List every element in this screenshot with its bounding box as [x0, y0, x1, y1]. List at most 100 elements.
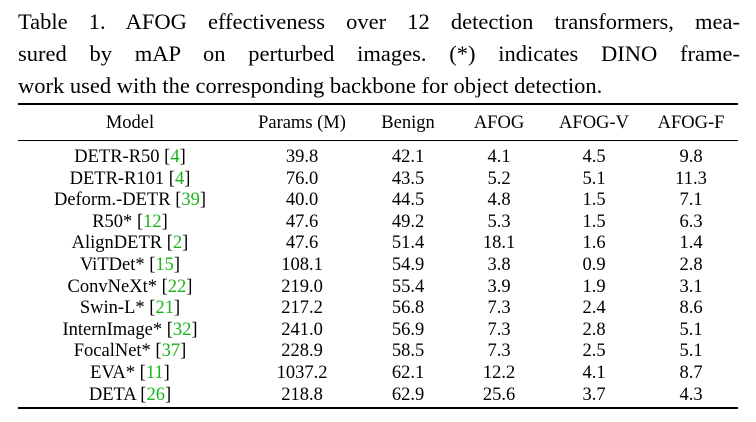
table-caption: Table 1. AFOG effectiveness over 12 dete…: [18, 6, 740, 102]
table-bottom-rule: [18, 407, 738, 409]
afog-f-cell: 11.3: [675, 168, 707, 189]
params-cell: 76.0: [285, 168, 319, 189]
benign-cell: 58.5: [391, 341, 425, 362]
afog-cell: 18.1: [482, 233, 516, 254]
table-row: InternImage* [32] 241.0 56.9 7.3 2.8 5.1: [18, 320, 738, 342]
benign-cell: 56.8: [391, 298, 425, 319]
params-cell: 1037.2: [276, 362, 328, 383]
model-cell: ViTDet* [15]: [79, 254, 181, 275]
afog-f-cell: 8.7: [679, 362, 703, 383]
table-row: R50* [12] 47.6 49.2 5.3 1.5 6.3: [18, 212, 738, 234]
results-table: Model Params (M) Benign AFOG AFOG-V AFOG…: [18, 106, 738, 406]
afog-cell: 5.2: [487, 168, 511, 189]
model-cell: ConvNeXt* [22]: [67, 276, 193, 297]
citation-link[interactable]: 26: [146, 384, 165, 405]
params-cell: 218.8: [281, 384, 323, 405]
table-header-rule: [18, 140, 738, 141]
model-name: DETA: [88, 384, 136, 405]
table-row: AlignDETR [2] 47.6 51.4 18.1 1.6 1.4: [18, 233, 738, 255]
table-row: DETR-R101 [4] 76.0 43.5 5.2 5.1 11.3: [18, 169, 738, 191]
model-name: DETR-R50: [74, 147, 160, 167]
model-name: ViTDet*: [79, 254, 145, 275]
citation-link[interactable]: 21: [155, 298, 174, 319]
model-name: EVA*: [90, 362, 136, 383]
column-header-afog: AFOG: [473, 112, 525, 133]
model-name: FocalNet*: [73, 341, 151, 362]
afog-v-cell: 4.1: [582, 362, 606, 383]
benign-cell: 56.9: [391, 319, 425, 340]
params-cell: 108.1: [281, 254, 323, 275]
benign-cell: 49.2: [391, 211, 425, 232]
params-cell: 228.9: [281, 341, 323, 362]
citation-link[interactable]: 39: [181, 190, 200, 211]
table-row: FocalNet* [37] 228.9 58.5 7.3 2.5 5.1: [18, 341, 738, 363]
column-header-afog-f: AFOG-F: [657, 112, 725, 133]
model-name: ConvNeXt*: [67, 276, 157, 297]
citation-link[interactable]: 12: [143, 211, 162, 232]
afog-v-cell: 0.9: [582, 254, 606, 275]
afog-f-cell: 5.1: [679, 341, 703, 362]
citation-link[interactable]: 22: [167, 276, 187, 297]
citation-link[interactable]: 37: [161, 341, 181, 362]
citation-link[interactable]: 32: [172, 319, 192, 340]
caption-line: Table 1. AFOG effectiveness over 12 dete…: [18, 9, 740, 34]
model-name: Deform.-DETR: [53, 190, 171, 211]
benign-cell: 44.5: [391, 190, 425, 211]
model-cell: DETR-R50 [4]: [74, 147, 186, 167]
afog-cell: 4.8: [487, 190, 511, 211]
params-cell: 47.6: [285, 211, 319, 232]
model-cell: DETA [26]: [88, 384, 172, 405]
model-cell: Deform.-DETR [39]: [53, 190, 207, 211]
table-header-row: Model Params (M) Benign AFOG AFOG-V AFOG…: [18, 106, 738, 140]
table-row: ViTDet* [15] 108.1 54.9 3.8 0.9 2.8: [18, 255, 738, 277]
model-cell: AlignDETR [2]: [71, 233, 189, 254]
afog-f-cell: 5.1: [679, 319, 703, 340]
model-name: AlignDETR: [71, 233, 163, 254]
afog-v-cell: 1.6: [582, 233, 606, 254]
afog-v-cell: 1.5: [582, 190, 606, 211]
afog-cell: 5.3: [487, 211, 511, 232]
afog-cell: 4.1: [487, 147, 511, 167]
afog-v-cell: 1.9: [582, 276, 606, 297]
citation-link[interactable]: 4: [174, 168, 185, 189]
afog-v-cell: 5.1: [582, 168, 606, 189]
table-row: DETA [26] 218.8 62.9 25.6 3.7 4.3: [18, 385, 738, 407]
table-row: Deform.-DETR [39] 40.0 44.5 4.8 1.5 7.1: [18, 190, 738, 212]
afog-cell: 12.2: [482, 362, 516, 383]
model-name: DETR-R101: [69, 168, 165, 189]
citation-link[interactable]: 4: [170, 147, 180, 167]
afog-cell: 3.9: [487, 276, 511, 297]
model-cell: Swin-L* [21]: [79, 298, 181, 319]
afog-v-cell: 2.8: [582, 319, 606, 340]
benign-cell: 43.5: [391, 168, 425, 189]
params-cell: 40.0: [285, 190, 319, 211]
params-cell: 47.6: [285, 233, 319, 254]
model-cell: InternImage* [32]: [62, 319, 198, 340]
column-header-benign: Benign: [381, 112, 435, 133]
afog-cell: 7.3: [487, 319, 511, 340]
benign-cell: 62.9: [391, 384, 425, 405]
afog-f-cell: 2.8: [679, 254, 703, 275]
caption-line: work used with the corresponding backbon…: [18, 73, 603, 98]
afog-f-cell: 6.3: [679, 211, 703, 232]
benign-cell: 55.4: [391, 276, 425, 297]
afog-f-cell: 3.1: [679, 276, 703, 297]
citation-link[interactable]: 15: [155, 254, 174, 275]
column-header-model: Model: [105, 112, 155, 133]
params-cell: 241.0: [281, 319, 323, 340]
benign-cell: 62.1: [391, 362, 425, 383]
column-header-params: Params (M): [258, 112, 346, 133]
afog-f-cell: 9.8: [679, 147, 703, 167]
model-name: Swin-L*: [79, 298, 145, 319]
model-name: InternImage*: [62, 319, 163, 340]
afog-v-cell: 3.7: [582, 384, 606, 405]
citation-link[interactable]: 11: [145, 362, 164, 383]
table-top-rule: [18, 103, 738, 105]
afog-f-cell: 1.4: [679, 233, 703, 254]
afog-v-cell: 2.5: [582, 341, 606, 362]
citation-link[interactable]: 2: [172, 233, 183, 254]
table-row: ConvNeXt* [22] 219.0 55.4 3.9 1.9 3.1: [18, 277, 738, 299]
afog-v-cell: 1.5: [582, 211, 606, 232]
params-cell: 39.8: [285, 147, 319, 167]
table-row: DETR-R50 [4] 39.8 42.1 4.1 4.5 9.8: [18, 140, 738, 169]
